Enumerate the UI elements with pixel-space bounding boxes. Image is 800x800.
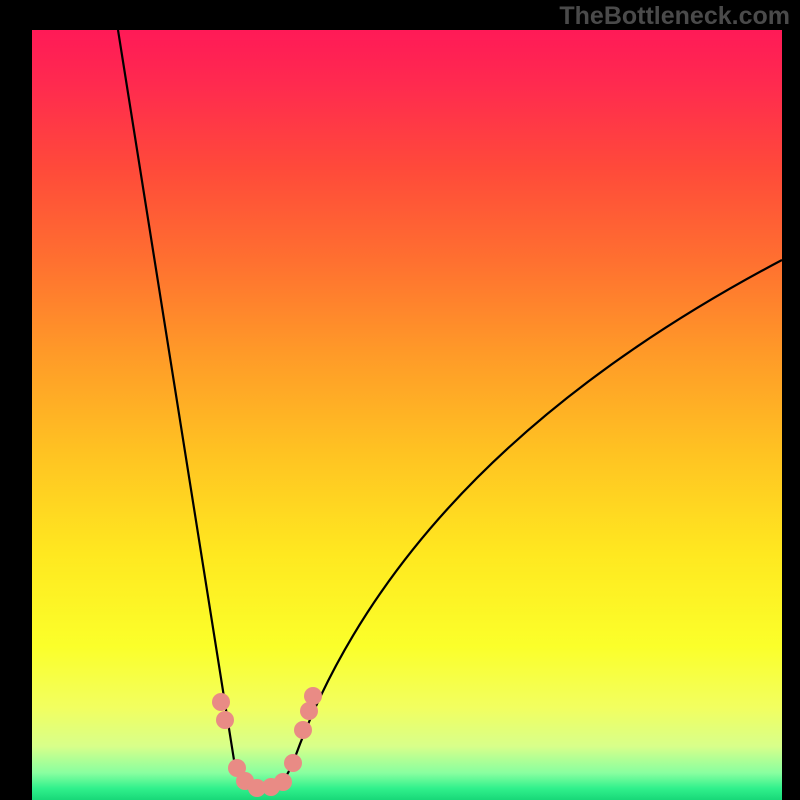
data-markers: [212, 687, 322, 797]
marker-dot: [274, 773, 292, 791]
marker-dot: [284, 754, 302, 772]
marker-dot: [304, 687, 322, 705]
plot-area: [32, 30, 782, 800]
marker-dot: [212, 693, 230, 711]
bottleneck-curve: [118, 30, 782, 789]
watermark-text: TheBottleneck.com: [559, 2, 790, 31]
marker-dot: [294, 721, 312, 739]
curve-layer: [32, 30, 782, 800]
marker-dot: [216, 711, 234, 729]
